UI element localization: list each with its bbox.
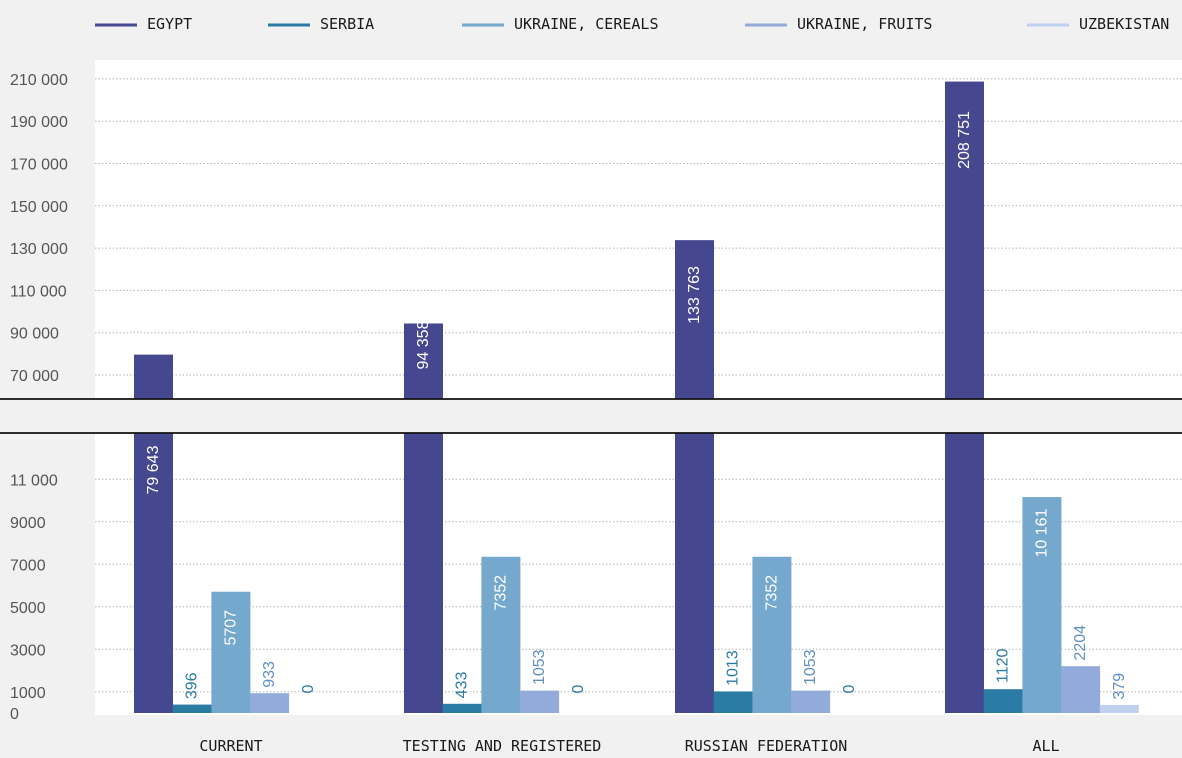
bar-ukraine-cereals <box>1022 497 1062 713</box>
bar-serbia <box>172 704 212 713</box>
data-label: 208 751 <box>956 111 973 169</box>
legend-label: UKRAINE, CEREALS <box>514 15 659 33</box>
data-label: 94 358 <box>415 320 432 369</box>
legend-item: UKRAINE, CEREALS <box>462 15 659 33</box>
data-label: 133 763 <box>686 266 703 324</box>
data-label: 0 <box>570 684 587 693</box>
plot-area <box>95 60 1182 715</box>
y-tick-label: 150 000 <box>10 199 68 216</box>
bar-egypt-upper <box>675 240 714 399</box>
legend-item: SERBIA <box>268 15 374 33</box>
bar-egypt-lower <box>945 433 984 713</box>
legend-label: EGYPT <box>147 15 192 33</box>
data-label: 396 <box>184 672 201 699</box>
data-label: 7352 <box>763 575 780 611</box>
category-label: CURRENT <box>199 737 262 755</box>
category-label: TESTING AND REGISTERED <box>403 737 602 755</box>
y-tick-label: 210 000 <box>10 72 68 89</box>
y-tick-label: 130 000 <box>10 241 68 258</box>
y-tick-label: 90 000 <box>10 326 59 343</box>
bar-egypt-upper <box>134 354 173 399</box>
data-label: 1013 <box>725 650 742 686</box>
y-tick-label: 70 000 <box>10 368 59 385</box>
data-label: 1053 <box>531 649 548 685</box>
category-label: RUSSIAN FEDERATION <box>685 737 848 755</box>
data-label: 1120 <box>995 648 1012 683</box>
bar-ukraine-cereals <box>481 556 521 713</box>
bar-ukraine-fruits <box>520 690 560 713</box>
legend-item: UZBEKISTAN <box>1027 15 1169 33</box>
legend-label: UKRAINE, FRUITS <box>797 15 932 33</box>
legend-label: SERBIA <box>320 15 374 33</box>
y-tick-label: 190 000 <box>10 114 68 131</box>
bar-ukraine-fruits <box>250 693 290 713</box>
data-label: 933 <box>261 661 278 688</box>
data-label: 0 <box>841 684 858 693</box>
data-label: 7352 <box>492 575 509 611</box>
y-tick-label: 3000 <box>10 642 46 659</box>
y-tick-label: 110 000 <box>10 283 67 300</box>
bar-egypt-lower <box>134 433 173 713</box>
data-label: 433 <box>454 672 471 699</box>
bar-serbia <box>983 689 1023 713</box>
bar-ukraine-cereals <box>752 556 792 713</box>
bar-ukraine-fruits <box>1061 666 1101 713</box>
legend-item: UKRAINE, FRUITS <box>745 15 932 33</box>
data-label: 0 <box>300 684 317 693</box>
y-tick-label: 5000 <box>10 600 46 617</box>
bar-egypt-lower <box>404 433 443 713</box>
data-label: 1053 <box>802 649 819 685</box>
data-label: 2204 <box>1072 625 1089 661</box>
legend-item: EGYPT <box>95 15 192 33</box>
data-label: 10 161 <box>1033 509 1050 558</box>
bar-egypt-lower <box>675 433 714 713</box>
legend-label: UZBEKISTAN <box>1079 15 1169 33</box>
y-tick-label: 11 000 <box>10 472 58 489</box>
y-tick-label: 170 000 <box>10 157 68 174</box>
bar-serbia <box>442 703 482 713</box>
y-tick-label: 9000 <box>10 515 46 532</box>
y-tick-label: 7000 <box>10 557 46 574</box>
bar-egypt-upper <box>404 323 443 399</box>
data-label: 79 643 <box>145 445 162 494</box>
y-tick-label: 1000 <box>10 685 46 702</box>
data-label: 5707 <box>222 610 239 646</box>
axis-break-band <box>0 399 1182 433</box>
category-label: ALL <box>1032 737 1059 755</box>
data-label: 379 <box>1111 673 1128 700</box>
bar-egypt-upper <box>945 81 984 400</box>
bar-serbia <box>713 691 753 713</box>
bar-ukraine-fruits <box>791 690 831 713</box>
bar-uzbekistan <box>1099 704 1139 713</box>
y-tick-label: 0 <box>10 706 19 723</box>
bar-ukraine-cereals <box>211 591 251 713</box>
